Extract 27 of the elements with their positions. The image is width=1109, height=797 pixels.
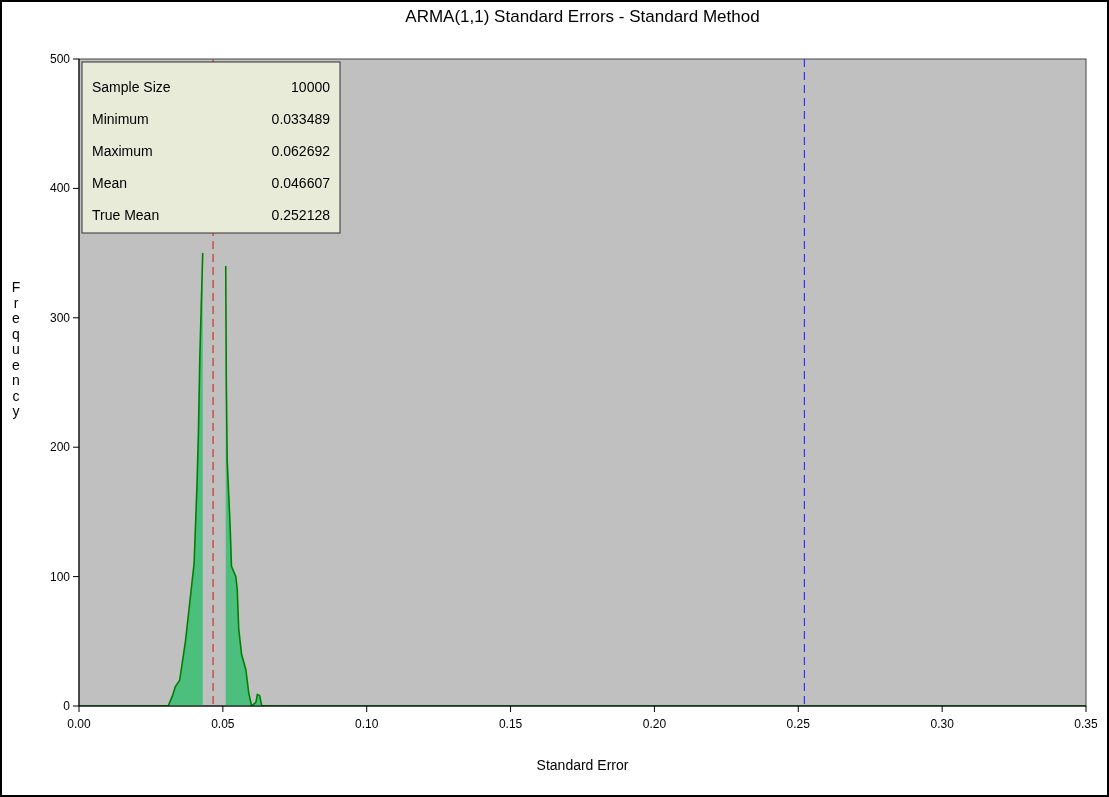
- text: Frequency: [11, 279, 21, 419]
- annotation: Sample Size: [92, 79, 171, 95]
- annotation: 0.046607: [271, 175, 331, 191]
- x-tick-label: 0.30: [930, 717, 955, 731]
- x-tick-label: 0.35: [1074, 717, 1098, 731]
- x-tick-label: 0.00: [67, 717, 91, 731]
- annotation: True Mean: [92, 207, 160, 223]
- chart-title: ARMA(1,1) Standard Errors - Standard Method: [405, 7, 760, 26]
- annotation: Maximum: [92, 143, 153, 159]
- annotation: 0.252128: [271, 207, 331, 223]
- y-tick-label: 200: [49, 440, 71, 455]
- x-tick-label: 0.15: [498, 717, 523, 731]
- x-tick-label: 0.25: [786, 717, 811, 731]
- y-tick-label: 0: [63, 699, 71, 713]
- y-tick-label: 100: [49, 569, 71, 584]
- x-tick-label: 0.05: [211, 717, 235, 731]
- y-tick-label: 300: [49, 310, 71, 325]
- annotation: Mean: [92, 175, 128, 191]
- x-tick-label: 0.10: [355, 717, 379, 731]
- y-tick-label: 500: [49, 52, 71, 66]
- x-tick-label: 0.20: [642, 717, 667, 731]
- annotation: Minimum: [92, 111, 149, 127]
- x-axis-title: Standard Error: [536, 757, 629, 773]
- annotation: 10000: [291, 79, 331, 95]
- annotation: 0.062692: [271, 143, 331, 159]
- annotation: 0.033489: [271, 111, 331, 127]
- y-tick-label: 400: [49, 181, 71, 196]
